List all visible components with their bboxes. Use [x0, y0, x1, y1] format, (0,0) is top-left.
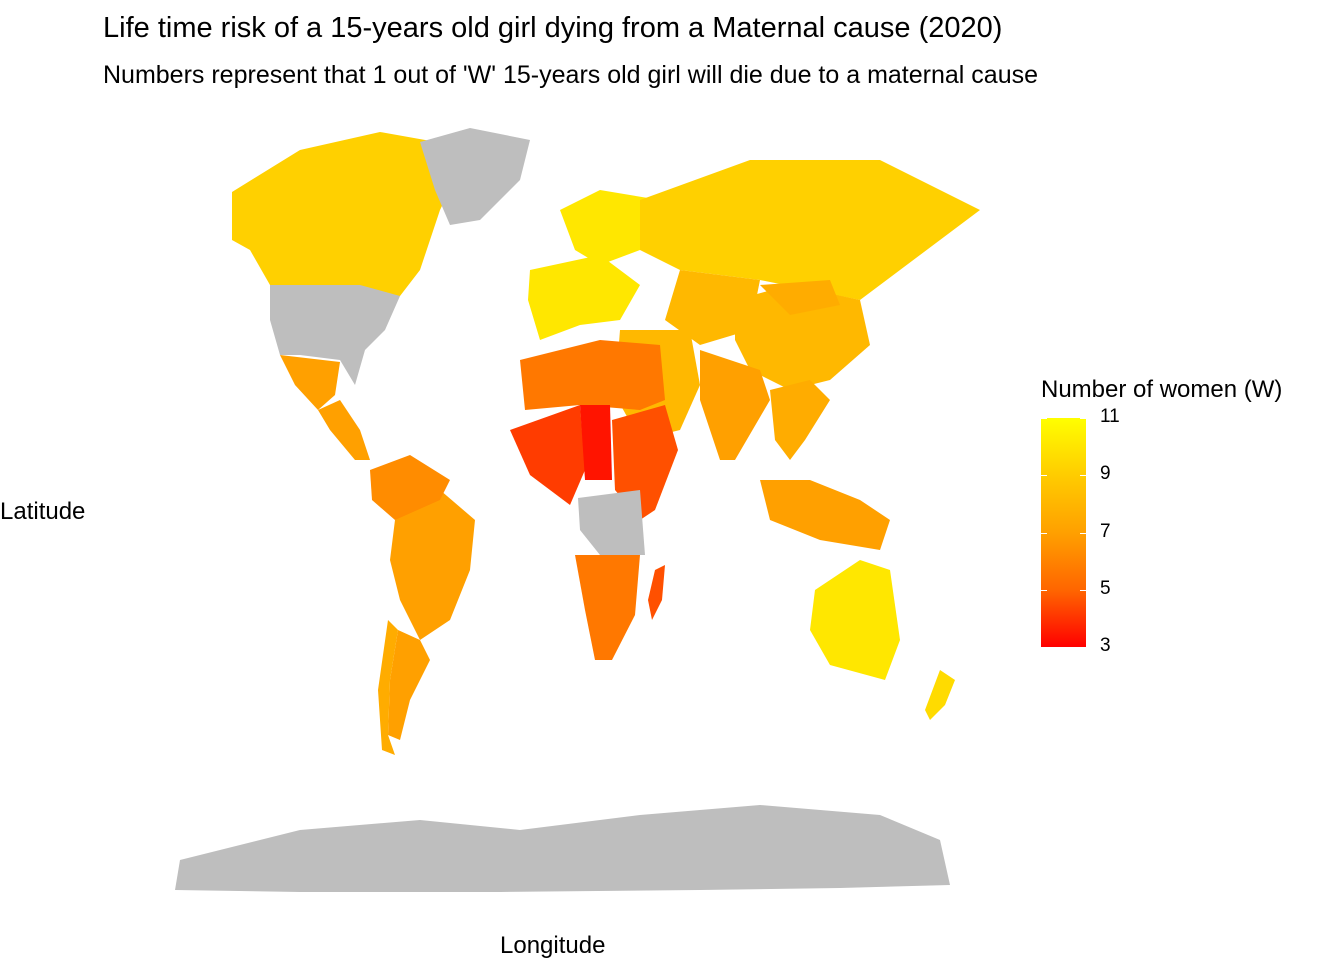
region-indonesia [760, 480, 890, 550]
legend-colorbar [1041, 418, 1086, 647]
region-antarctica [175, 805, 950, 892]
region-northern-south-america [370, 455, 450, 520]
region-west-africa [510, 405, 585, 505]
region-central-africa [578, 490, 645, 555]
region-china [735, 285, 870, 390]
legend-title: Number of women (W) [1041, 376, 1283, 403]
region-chile [378, 620, 398, 755]
region-northern-europe [560, 190, 660, 265]
legend-tick-label: 11 [1100, 406, 1120, 427]
region-canada [232, 132, 470, 296]
region-east-africa [612, 405, 678, 520]
region-brazil [390, 490, 475, 640]
chart-subtitle: Numbers represent that 1 out of 'W' 15-y… [103, 61, 1038, 89]
chart-title: Life time risk of a 15-years old girl dy… [103, 12, 1003, 44]
region-chad [580, 405, 612, 480]
legend-tick-mark [1080, 589, 1086, 591]
region-southern-africa [575, 555, 640, 660]
region-russia [640, 160, 980, 300]
region-united-states [270, 285, 400, 385]
region-central-asia [665, 270, 760, 345]
region-north-africa [520, 340, 665, 410]
legend-tick-label: 5 [1100, 577, 1111, 599]
region-madagascar [648, 565, 665, 620]
region-western-europe [528, 255, 640, 340]
region-southeast-asia [770, 380, 830, 460]
legend-tick-mark [1080, 532, 1086, 534]
region-mexico [280, 355, 340, 410]
legend-tick-label: 9 [1100, 463, 1111, 485]
region-india [700, 350, 770, 460]
x-axis-label: Longitude [500, 932, 606, 959]
legend-tick-mark [1080, 475, 1086, 477]
y-axis-label: Latitude [0, 498, 86, 525]
legend-tick-mark [1041, 647, 1047, 648]
region-central-america [318, 400, 370, 460]
legend-tick-mark [1041, 418, 1047, 419]
region-greenland [420, 128, 530, 225]
region-new-zealand [925, 670, 955, 720]
legend-tick-mark [1080, 647, 1086, 648]
region-australia [810, 560, 900, 680]
legend-tick-mark [1041, 532, 1047, 534]
legend-tick-label: 7 [1100, 520, 1111, 542]
region-argentina [388, 630, 430, 740]
legend-tick-mark [1041, 475, 1047, 477]
legend-tick-label: 3 [1100, 635, 1111, 656]
region-mongolia [760, 280, 840, 315]
legend-tick-mark [1080, 418, 1086, 419]
legend-tick-mark [1041, 589, 1047, 591]
